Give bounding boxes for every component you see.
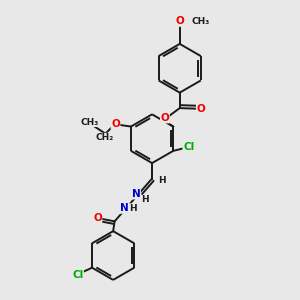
Text: O: O [93,213,102,224]
Text: Cl: Cl [72,269,83,280]
Text: O: O [160,113,169,123]
Text: CH₃: CH₃ [81,118,99,127]
Text: O: O [111,119,120,129]
Text: H: H [141,195,149,204]
Text: N: N [120,203,128,213]
Text: H: H [158,176,166,185]
Text: CH₂: CH₂ [96,133,114,142]
Text: CH₃: CH₃ [191,17,209,26]
Text: O: O [196,104,205,114]
Text: H: H [129,204,136,213]
Text: O: O [175,16,184,26]
Text: Cl: Cl [183,142,194,152]
Text: N: N [132,189,140,199]
